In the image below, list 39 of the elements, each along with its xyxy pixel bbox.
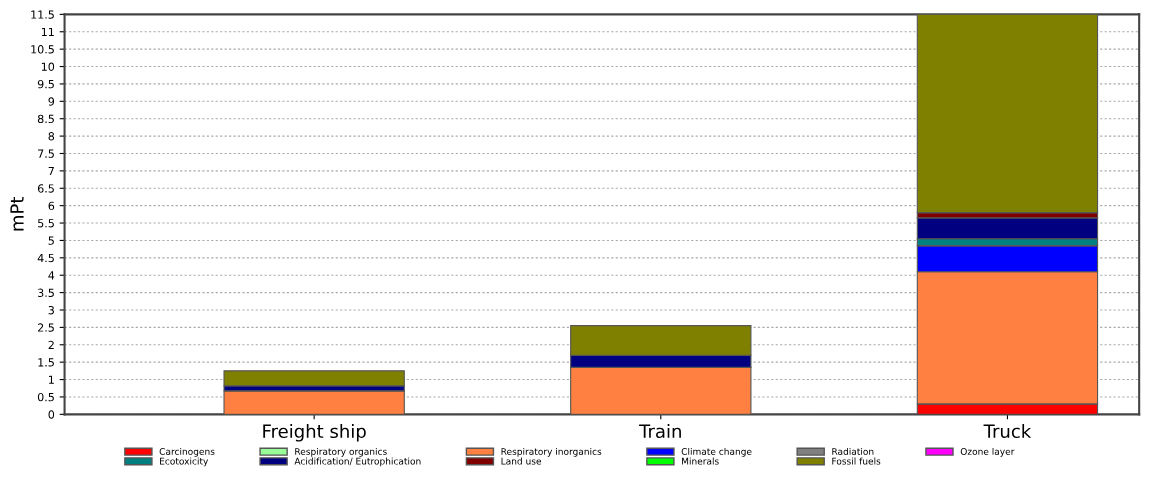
legend-label: Climate change [681, 447, 752, 457]
y-tick-label: 11.5 [31, 10, 54, 19]
y-tick-label: 7.5 [38, 149, 54, 158]
y-tick-label: 10 [41, 62, 55, 71]
y-tick-label: 8.5 [37, 114, 54, 124]
legend-label: Ozone layer [960, 447, 1015, 457]
legend-label: Land use [501, 457, 542, 465]
x-tick-label: Train [639, 424, 681, 439]
y-tick-label: 3.5 [38, 288, 54, 297]
x-tick-label: Truck [983, 424, 1032, 439]
y-tick-label: 9.5 [37, 79, 54, 89]
y-tick-label: 1 [49, 375, 54, 384]
y-tick-label: 5 [48, 236, 54, 245]
y-tick-label: 4 [48, 271, 55, 280]
y-tick-label: 0 [48, 410, 55, 419]
y-tick-label: 6.5 [37, 184, 54, 193]
y-tick-label: 5.5 [38, 219, 54, 228]
legend-label: Respiratory inorganics [501, 447, 602, 457]
y-tick-label: 6 [48, 201, 55, 211]
y-tick-label: 2 [48, 340, 54, 349]
y-tick-label: 2.5 [37, 323, 54, 332]
legend-label: Acidification/ Eutrophication [294, 457, 421, 467]
legend-label: Minerals [682, 457, 719, 465]
y-tick-label: 7 [48, 167, 54, 176]
legend-label: Radiation [832, 447, 874, 455]
y-axis-title: mPt [10, 197, 24, 231]
y-tick-label: 1.5 [38, 358, 54, 367]
y-tick-label: 11 [41, 27, 54, 36]
legend-label: Respiratory organics [295, 447, 387, 457]
y-tick-label: 10.5 [31, 45, 54, 54]
y-tick-label: 3 [48, 305, 54, 315]
legend-label: Ecotoxicity [160, 457, 209, 467]
y-tick-label: 4.5 [37, 253, 54, 263]
y-tick-label: 8 [48, 132, 55, 141]
legend-label: Fossil fuels [832, 457, 881, 465]
x-tick-label: Freight ship [263, 424, 366, 442]
y-tick-label: 0.5 [37, 392, 54, 402]
y-tick-label: 9 [48, 97, 55, 106]
legend-label: Carcinogens [159, 447, 215, 457]
